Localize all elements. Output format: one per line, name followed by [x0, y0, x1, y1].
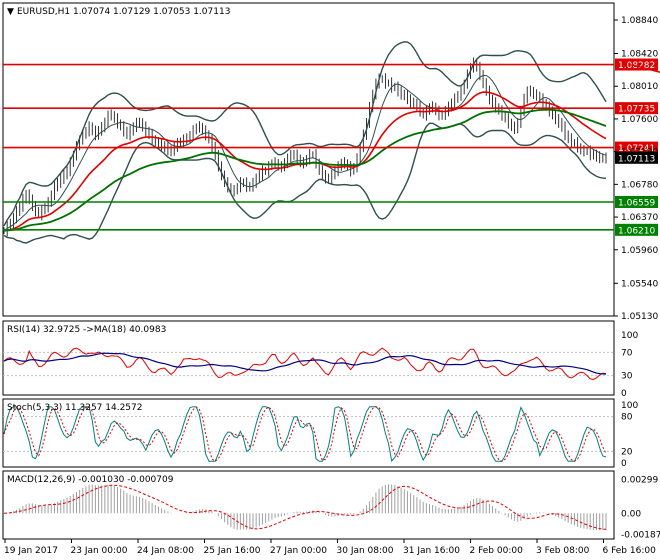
stoch-ytick-label: 100 — [621, 401, 638, 411]
stoch-ytick-label: 80 — [621, 413, 633, 423]
ma-short — [3, 75, 607, 232]
x-tick-label: 3 Feb 08:00 — [536, 546, 590, 556]
rsi-plot — [3, 347, 614, 381]
price-ytick-label: 1.05130 — [621, 312, 658, 322]
level-tag — [615, 141, 658, 154]
price-ytick-label: 1.05540 — [621, 279, 658, 289]
rsi-ytick-label: 0 — [621, 389, 627, 399]
x-tick-label: 30 Jan 08:00 — [337, 546, 394, 556]
x-tick-label: 6 Feb 16:00 — [603, 546, 657, 556]
stoch-ytick-label: 20 — [621, 447, 633, 457]
level-tag — [615, 102, 658, 115]
rsi-ytick-label: 30 — [621, 372, 633, 382]
bollinger-lower — [3, 122, 607, 244]
stoch-panel — [2, 398, 615, 468]
macd-ytick-label: 0.00299 — [621, 476, 658, 486]
price-ytick-label: 1.07600 — [621, 115, 658, 125]
x-tick-label: 31 Jan 16:00 — [403, 546, 460, 556]
x-tick-label: 25 Jan 16:00 — [204, 546, 261, 556]
current-price-tag — [615, 151, 658, 164]
level-tag — [615, 223, 658, 236]
stoch-signal-line — [3, 406, 607, 462]
current-price-label: 1.07113 — [618, 154, 655, 164]
ma-slow — [3, 108, 607, 232]
price-title: EURUSD,H1 1.07074 1.07129 1.07053 1.0711… — [17, 7, 230, 17]
price-ytick-label: 1.05960 — [621, 246, 658, 256]
price-ytick-label: 1.06780 — [621, 180, 658, 190]
price-ytick-label: 1.07190 — [621, 148, 658, 158]
stoch-main-line — [3, 406, 607, 463]
macd-plot — [3, 484, 607, 531]
macd-title: MACD(12,26,9) -0.001030 -0.000709 — [7, 475, 174, 485]
rsi-title: RSI(14) 32.9725 ->MA(18) 40.0983 — [7, 325, 166, 335]
rsi-line — [3, 347, 607, 381]
stoch-plot — [3, 406, 614, 463]
x-tick-label: 23 Jan 00:00 — [71, 546, 128, 556]
level-tag-label: 1.07241 — [618, 144, 655, 154]
level-tag — [615, 58, 658, 71]
rsi-ma-line — [3, 352, 607, 375]
x-tick-label: 24 Jan 08:00 — [137, 546, 194, 556]
level-tag-label: 1.07735 — [618, 105, 655, 115]
bollinger-upper — [3, 41, 607, 227]
price-ytick-label: 1.08840 — [621, 16, 658, 26]
x-tick-label: 19 Jan 2017 — [4, 546, 58, 556]
x-tick-label: 2 Feb 00:00 — [470, 546, 524, 556]
macd-ytick-label: 0.00 — [621, 509, 641, 519]
price-ytick-label: 1.08010 — [621, 82, 658, 92]
rsi-ytick-label: 70 — [621, 348, 633, 358]
price-plot: 1.082821.077351.072411.065591.062101.071… — [3, 41, 660, 244]
macd-signal-line — [3, 484, 607, 530]
price-title-arrow-icon: ▼ — [7, 7, 14, 17]
price-ytick-label: 1.08420 — [621, 50, 658, 60]
rsi-ytick-label: 100 — [621, 331, 638, 341]
macd-ytick-label: -0.00187 — [621, 530, 660, 540]
stoch-ytick-label: 0 — [621, 459, 627, 469]
price-ytick-label: 1.06370 — [621, 213, 658, 223]
level-tag — [615, 195, 658, 208]
stoch-title: Stoch(5,3,3) 11.3257 14.2572 — [7, 403, 142, 413]
axes: 1.08840 1.08420 1.08010 1.07600 1.07190 1.067… — [4, 16, 660, 556]
x-tick-label: 27 Jan 00:00 — [270, 546, 327, 556]
level-tag-label: 1.06559 — [618, 198, 655, 208]
level-tag-label: 1.06210 — [618, 226, 655, 236]
price-panel — [2, 2, 615, 317]
rsi-panel — [2, 320, 615, 396]
